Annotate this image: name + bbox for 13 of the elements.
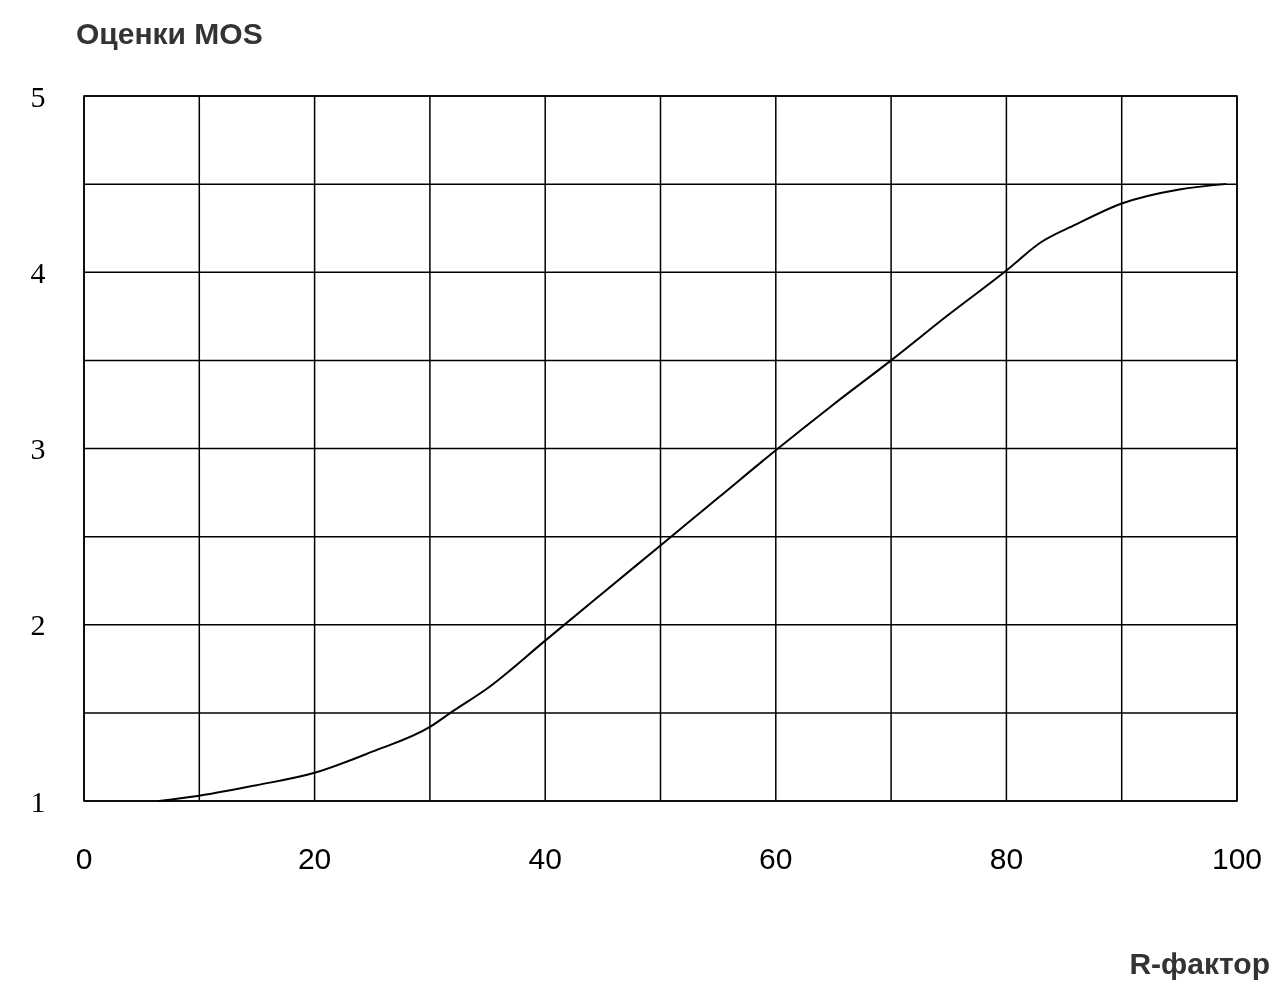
y-tick-label: 1: [30, 784, 46, 818]
y-tick-label: 2: [30, 608, 46, 642]
x-tick-label: 60: [759, 842, 793, 875]
y-tick-label: 3: [30, 432, 46, 465]
y-tick-label: 5: [30, 79, 46, 113]
x-tick-label: 100: [1211, 842, 1263, 875]
y-axis-title: Оценки MOS: [76, 17, 263, 50]
x-axis-title: R-фактор: [1129, 947, 1270, 980]
x-tick-label: 80: [989, 842, 1024, 875]
x-tick-label: 0: [75, 842, 93, 875]
x-tick-label: 40: [528, 842, 562, 875]
x-tick-label: 20: [297, 842, 332, 875]
y-tick-label: 4: [30, 255, 46, 289]
